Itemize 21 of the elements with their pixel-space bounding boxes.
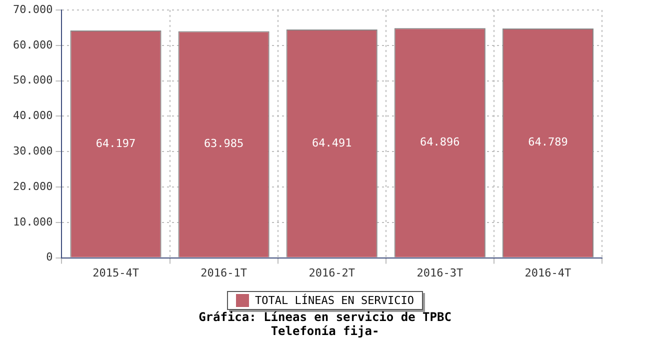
data-label: 64.197 [96,136,136,150]
y-tick-label: 20.000 [12,180,53,193]
y-tick-label: 70.000 [12,2,53,16]
x-tick-label: 2015-4T [92,266,140,280]
data-label: 64.896 [420,136,460,149]
y-tick-label: 0 [46,250,53,264]
y-tick-label: 40.000 [12,109,53,122]
x-tick-label: 2016-2T [308,266,356,280]
text: Telefonía fija- [270,324,380,338]
text: Gráfica: Líneas en servicio de TPBC [198,310,452,324]
data-label: 63.985 [204,137,244,150]
x-tick-label: 2016-3T [416,266,464,280]
legend-label: TOTAL LÍNEAS EN SERVICIO [255,294,414,307]
data-label: 64.789 [528,136,568,149]
x-tick-label: 2016-1T [200,266,248,280]
y-tick-label: 10.000 [12,215,53,228]
y-tick-label: 60.000 [12,38,53,52]
y-tick-label: 30.000 [12,144,53,158]
x-tick-label: 2016-4T [524,266,572,280]
data-label: 64.491 [312,136,352,150]
y-tick-label: 50.000 [12,74,53,87]
